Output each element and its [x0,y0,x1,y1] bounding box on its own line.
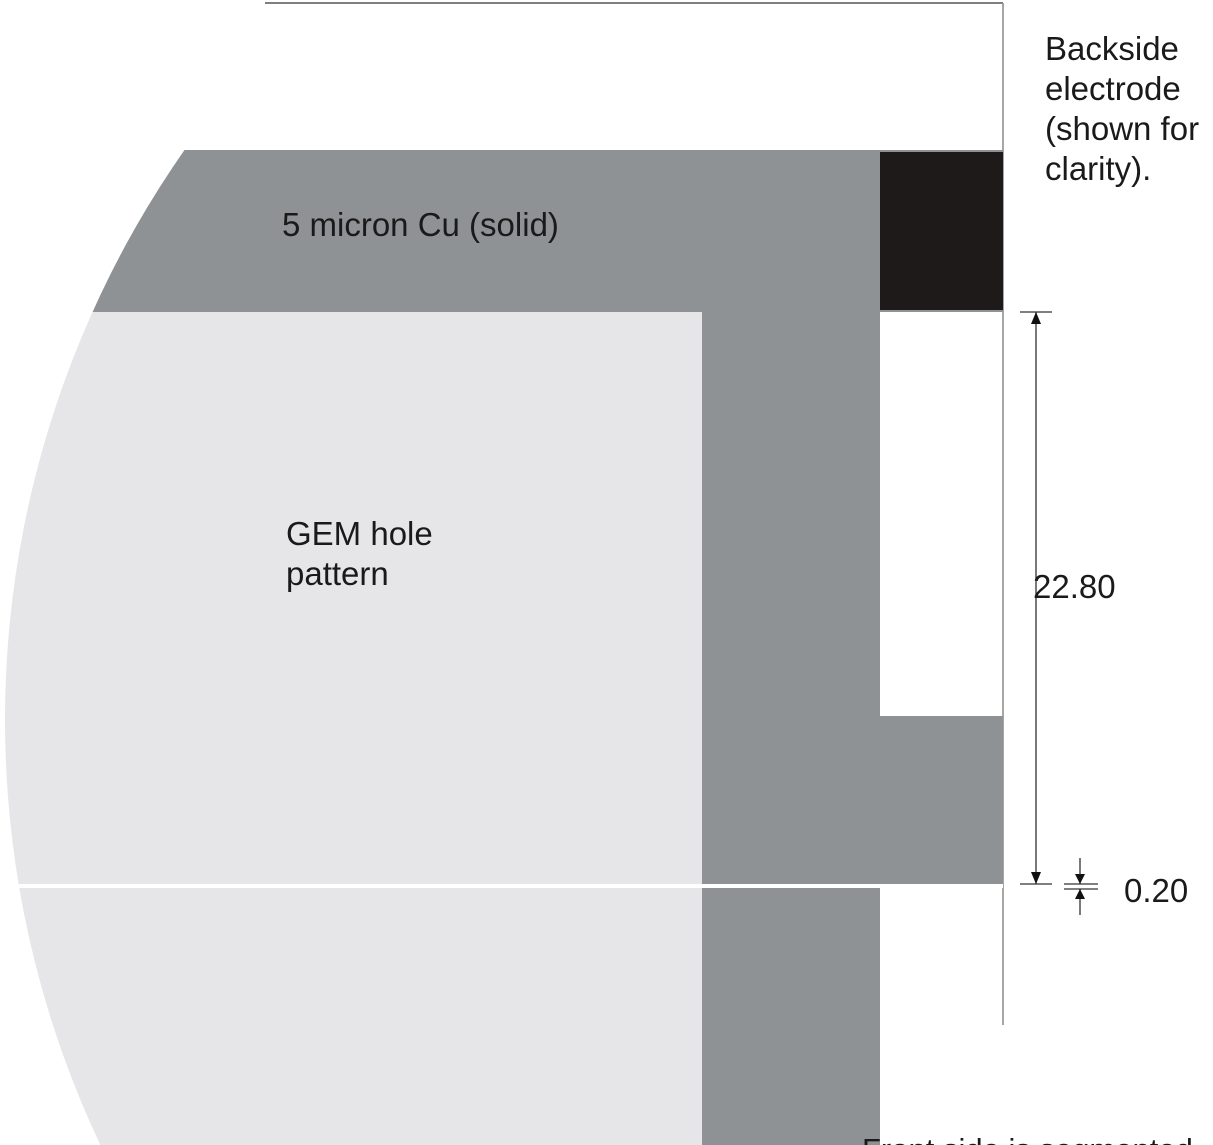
gem-pattern-label-line1: GEM hole [286,515,433,552]
backside-electrode-block [880,152,1003,310]
cu-solid-vertical-band [700,150,880,1145]
gem-hole-pattern-region [5,312,702,1145]
front-side-label: Front side is segmented [862,1132,1193,1145]
cu-solid-label: 5 micron Cu (solid) [282,206,559,243]
dimension-22-80 [1020,311,1052,885]
foil-body [5,150,1003,1145]
backside-label-line2: electrode [1045,70,1181,107]
backside-label-line3: (shown for [1045,110,1199,147]
segment-gap-line [5,884,1003,888]
dimension-22-80-label: 22.80 [1033,568,1116,605]
cu-solid-right-tab [880,716,1003,886]
backside-label-line1: Backside [1045,30,1179,67]
gem-pattern-label-line2: pattern [286,555,389,592]
backside-label-line4: clarity). [1045,150,1151,187]
dimension-0-20 [1064,858,1098,915]
dimension-0-20-label: 0.20 [1124,872,1188,909]
